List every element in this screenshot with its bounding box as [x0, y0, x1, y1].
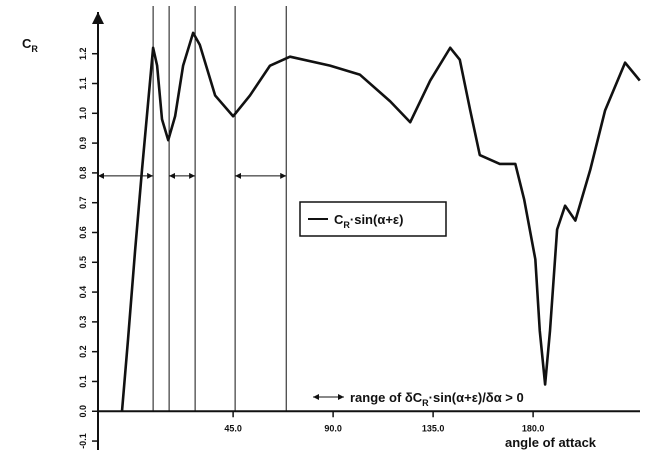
y-tick-label: 1.2 — [78, 47, 88, 60]
y-tick-label: 1.0 — [78, 107, 88, 120]
y-tick-label: 0.1 — [78, 375, 88, 388]
y-tick-label: 0.5 — [78, 256, 88, 269]
legend: CR·sin(α+ε) — [299, 201, 447, 237]
y-tick-label: -0.1 — [78, 433, 88, 449]
y-tick-label: 0.4 — [78, 286, 88, 299]
y-tick-label: 0.6 — [78, 226, 88, 239]
y-tick-label: 0.2 — [78, 345, 88, 358]
y-axis-label: CR — [22, 36, 38, 54]
y-tick-label: 0.7 — [78, 196, 88, 209]
x-tick-label: 180.0 — [522, 423, 545, 433]
data-line — [120, 31, 641, 412]
annotation: range of δCR·sin(α+ε)/δα > 0 — [350, 390, 524, 408]
x-axis-label: angle of attack — [505, 435, 597, 450]
y-tick-label: 0.0 — [78, 405, 88, 418]
x-tick-label: 45.0 — [224, 423, 242, 433]
x-tick-label: 90.0 — [324, 423, 342, 433]
y-tick-label: 0.8 — [78, 167, 88, 180]
y-tick-label: 0.9 — [78, 137, 88, 150]
y-tick-label: 0.3 — [78, 316, 88, 329]
y-tick-label: 1.1 — [78, 77, 88, 90]
x-tick-label: 135.0 — [422, 423, 445, 433]
legend-label: CR·sin(α+ε) — [334, 212, 403, 230]
